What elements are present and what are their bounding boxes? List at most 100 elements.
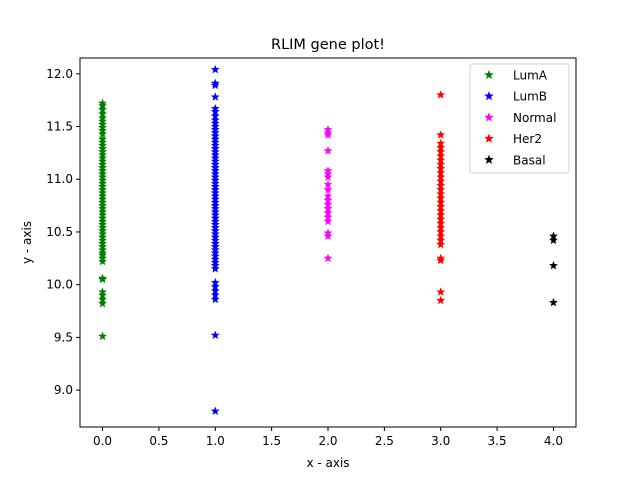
x-tick-label: 0.0	[93, 434, 112, 448]
point-luma	[98, 125, 108, 135]
point-luma	[98, 166, 108, 175]
point-her2	[436, 155, 446, 165]
point-lumb	[210, 156, 220, 166]
point-her2	[436, 287, 446, 296]
point-normal	[323, 185, 333, 194]
point-lumb	[210, 124, 220, 134]
point-luma	[98, 219, 108, 229]
point-luma	[98, 197, 108, 207]
point-luma	[98, 238, 108, 248]
point-lumb	[210, 282, 220, 291]
point-luma	[98, 116, 108, 126]
point-normal	[323, 208, 333, 217]
y-tick-label: 9.5	[54, 330, 73, 344]
point-lumb	[210, 143, 220, 153]
point-lumb	[210, 294, 220, 304]
point-lumb	[210, 241, 220, 251]
point-her2	[436, 168, 446, 177]
point-luma	[98, 109, 108, 118]
point-her2	[436, 295, 446, 305]
legend-label-lumb: LumB	[513, 90, 547, 104]
legend-label-basal: Basal	[513, 153, 546, 167]
point-lumb	[210, 406, 220, 416]
point-lumb	[210, 235, 220, 245]
point-her2	[436, 235, 446, 245]
point-her2	[436, 253, 446, 263]
legend-marker-basal	[484, 154, 494, 164]
legend-marker-normal	[484, 112, 494, 122]
point-luma	[98, 194, 108, 204]
point-lumb	[210, 222, 220, 232]
point-lumb	[210, 238, 220, 248]
point-luma	[98, 129, 108, 138]
point-lumb	[210, 78, 220, 88]
point-lumb	[210, 147, 220, 156]
point-lumb	[210, 264, 220, 273]
point-normal	[323, 179, 333, 189]
point-luma	[98, 181, 108, 191]
point-normal	[323, 191, 333, 200]
point-lumb	[210, 150, 220, 159]
x-tick-label: 4.0	[544, 434, 563, 448]
point-luma	[98, 191, 108, 200]
point-luma	[98, 294, 108, 304]
y-tick-label: 11.5	[46, 120, 73, 134]
point-luma	[98, 172, 108, 181]
legend-label-luma: LumA	[513, 69, 548, 83]
point-luma	[98, 137, 108, 147]
point-luma	[98, 203, 108, 213]
chart-title: RLIM gene plot!	[271, 37, 385, 53]
point-luma	[98, 104, 108, 114]
y-tick-label: 10.0	[46, 278, 73, 292]
point-lumb	[210, 121, 220, 131]
point-luma	[98, 213, 108, 223]
legend-label-normal: Normal	[513, 111, 556, 125]
point-luma	[98, 153, 108, 163]
point-lumb	[210, 254, 220, 264]
point-lumb	[210, 203, 220, 213]
point-normal	[323, 128, 333, 137]
y-tick-label: 12.0	[46, 67, 73, 81]
point-normal	[323, 212, 333, 222]
point-luma	[98, 113, 108, 122]
point-luma	[98, 226, 108, 235]
point-her2	[436, 231, 446, 241]
point-lumb	[210, 118, 220, 128]
point-normal	[323, 199, 333, 209]
point-lumb	[210, 219, 220, 229]
point-lumb	[210, 286, 220, 295]
x-tick-label: 2.5	[375, 434, 394, 448]
point-lumb	[210, 191, 220, 200]
legend-marker-luma	[484, 69, 494, 80]
x-tick-label: 3.5	[488, 434, 507, 448]
point-normal	[323, 169, 333, 178]
point-normal	[323, 124, 333, 134]
point-lumb	[210, 185, 220, 194]
point-basal	[548, 235, 558, 245]
point-her2	[436, 206, 446, 215]
point-her2	[436, 159, 446, 169]
point-her2	[436, 239, 446, 249]
point-her2	[436, 197, 446, 207]
point-lumb	[210, 106, 220, 116]
point-luma	[98, 143, 108, 153]
point-lumb	[210, 92, 220, 101]
point-lumb	[210, 137, 220, 147]
point-luma	[98, 150, 108, 159]
point-luma	[98, 210, 108, 219]
point-luma	[98, 122, 108, 132]
point-normal	[323, 253, 333, 263]
point-lumb	[210, 260, 220, 270]
point-lumb	[210, 257, 220, 267]
point-luma	[98, 287, 108, 296]
point-luma	[98, 290, 108, 300]
point-luma	[98, 119, 108, 129]
point-lumb	[210, 128, 220, 137]
point-her2	[436, 189, 446, 198]
point-her2	[436, 90, 446, 99]
point-luma	[98, 200, 108, 210]
x-tick-label: 0.5	[149, 434, 168, 448]
point-her2	[436, 193, 446, 203]
point-lumb	[210, 181, 220, 191]
